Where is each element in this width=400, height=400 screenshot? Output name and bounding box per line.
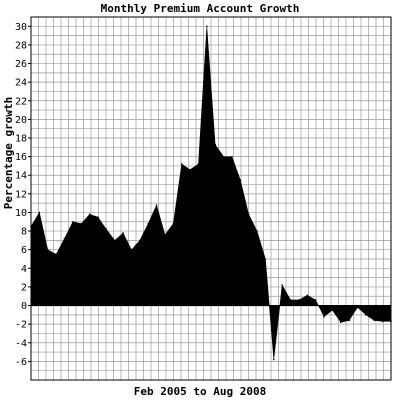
y-tick-label: 22 xyxy=(15,96,27,107)
y-tick-label: 2 xyxy=(21,282,27,293)
y-tick-label: 4 xyxy=(21,264,27,275)
data-point xyxy=(339,321,342,324)
data-point xyxy=(206,25,208,28)
data-point xyxy=(38,211,41,214)
chart-title: Monthly Premium Account Growth xyxy=(101,2,300,15)
y-tick-label: 30 xyxy=(15,22,27,33)
data-point xyxy=(272,358,275,361)
data-point xyxy=(155,204,158,206)
data-point xyxy=(314,299,317,301)
y-tick-label: 6 xyxy=(21,245,27,256)
y-axis-label: Percentage growth xyxy=(2,97,15,210)
data-point xyxy=(72,220,74,223)
data-point xyxy=(113,239,116,242)
area-layer xyxy=(30,25,392,361)
data-point xyxy=(130,248,133,251)
data-point xyxy=(323,315,325,318)
data-point xyxy=(147,222,150,225)
data-point xyxy=(46,248,49,251)
y-tick-label: 8 xyxy=(21,227,27,238)
data-point xyxy=(365,314,367,316)
data-point xyxy=(88,213,91,216)
y-tick-label: -2 xyxy=(15,320,27,331)
data-point xyxy=(381,320,384,323)
data-point xyxy=(298,299,300,301)
y-tick-label: 18 xyxy=(15,134,27,145)
data-point xyxy=(80,222,83,225)
y-tick-label: 0 xyxy=(21,301,27,312)
data-point xyxy=(356,306,359,309)
data-point xyxy=(373,319,376,322)
y-tick-label: 24 xyxy=(15,78,27,89)
data-point xyxy=(164,234,166,236)
y-tick-label: 28 xyxy=(15,40,27,51)
data-point xyxy=(331,309,334,311)
data-point xyxy=(172,222,175,225)
data-point xyxy=(122,232,124,234)
data-point xyxy=(214,143,216,146)
data-point xyxy=(231,155,233,158)
y-tick-label: 16 xyxy=(15,152,27,163)
y-tick-label: -6 xyxy=(15,357,27,368)
data-point xyxy=(139,239,141,242)
data-point xyxy=(63,237,66,240)
y-tick-label: 26 xyxy=(15,59,27,70)
data-point xyxy=(281,284,283,286)
data-point xyxy=(180,163,183,165)
data-point xyxy=(289,299,292,301)
y-tick-label: 12 xyxy=(15,189,27,200)
data-point xyxy=(105,228,108,231)
data-point xyxy=(306,294,309,297)
data-point xyxy=(256,230,258,232)
y-tick-label: 20 xyxy=(15,115,27,126)
y-tick-label: -4 xyxy=(15,338,27,349)
data-point xyxy=(247,213,250,216)
data-point xyxy=(239,179,242,181)
data-point xyxy=(264,258,267,260)
data-point xyxy=(97,216,99,218)
x-axis-label: Feb 2005 to Aug 2008 xyxy=(134,385,266,398)
data-point xyxy=(348,319,350,322)
data-point xyxy=(189,168,191,171)
axes xyxy=(30,16,392,381)
data-point xyxy=(197,163,200,165)
plot-frame xyxy=(30,16,392,381)
data-point xyxy=(55,253,57,256)
y-tick-label: 10 xyxy=(15,208,27,219)
data-point xyxy=(222,155,225,158)
y-tick-label: 14 xyxy=(15,171,27,182)
